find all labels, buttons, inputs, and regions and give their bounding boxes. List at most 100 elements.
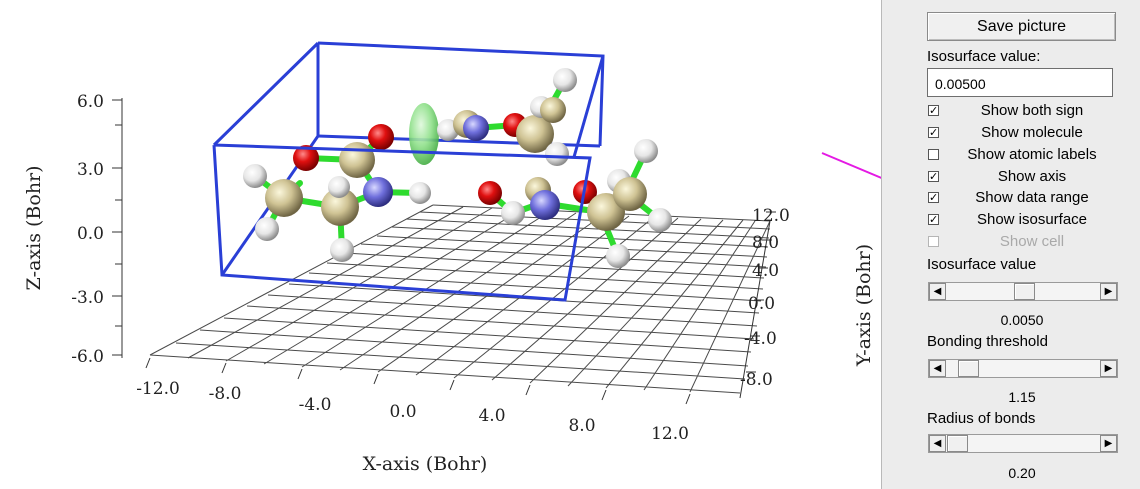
slider-right-arrow-icon[interactable]: ▶ [1100, 283, 1117, 300]
y-tick-label: 4.0 [752, 261, 779, 281]
x-axis-ticks [145, 357, 691, 405]
checkbox-label: Show isosurface [976, 211, 1088, 228]
isosurface-value-label: Isosurface value: [927, 48, 1041, 65]
x-tick-label: 4.0 [478, 406, 505, 426]
atom-hydrogen [606, 244, 630, 268]
slider-thumb[interactable] [947, 435, 968, 452]
checkbox-label: Show data range [975, 189, 1089, 206]
show-data-range-checkbox[interactable]: ✓ Show data range [927, 189, 1125, 209]
checkbox-box: ✓ [928, 192, 939, 203]
isosurface-value-input[interactable]: 0.00500 [927, 68, 1113, 97]
y-tick-label: 8.0 [752, 233, 779, 253]
checkbox-label: Show axis [997, 168, 1067, 185]
x-tick-label: 12.0 [651, 424, 689, 444]
check-icon: ✓ [929, 170, 939, 183]
isosurface-slider-label: Isosurface value [927, 256, 1037, 273]
x-tick-label: -12.0 [136, 379, 180, 399]
save-picture-button[interactable]: Save picture [927, 12, 1116, 41]
z-tick-label: 3.0 [77, 160, 104, 180]
checkbox-box: ✓ [928, 171, 939, 182]
x-tick-label: -4.0 [299, 395, 332, 415]
atom-carbon [516, 115, 554, 153]
y-tick-label: 0.0 [748, 294, 775, 314]
atom-hydrogen [553, 68, 577, 92]
isosurface [409, 103, 439, 165]
slider-left-arrow-icon[interactable]: ◀ [929, 360, 946, 377]
radius-of-bonds-label: Radius of bonds [927, 410, 1036, 427]
x-tick-label: 8.0 [568, 416, 595, 436]
isosurface-slider-value: 0.0050 [1000, 312, 1044, 328]
x-tick-label: -8.0 [209, 384, 242, 404]
atom-carbon [540, 97, 566, 123]
atom-hydrogen [243, 164, 267, 188]
x-axis-label: X-axis (Bohr) [363, 453, 488, 475]
z-tick-label: -6.0 [71, 347, 104, 367]
check-icon: ✓ [929, 191, 939, 204]
data-range-box-back [212, 41, 605, 276]
atom-oxygen [293, 145, 319, 171]
radius-of-bonds-value: 0.20 [1008, 465, 1036, 481]
slider-thumb[interactable] [1014, 283, 1035, 300]
slider-left-arrow-icon[interactable]: ◀ [929, 283, 946, 300]
z-tick-label: 0.0 [77, 224, 104, 244]
check-icon: ✓ [929, 213, 939, 226]
show-axis-checkbox[interactable]: ✓ Show axis [927, 168, 1125, 188]
slider-thumb[interactable] [958, 360, 979, 377]
check-icon: ✓ [929, 104, 939, 117]
x-tick-label: 0.0 [389, 402, 416, 422]
atom-oxygen [368, 124, 394, 150]
bonding-threshold-slider[interactable]: ◀ ▶ [928, 359, 1118, 378]
atom-nitrogen [463, 115, 489, 141]
atom-oxygen [478, 181, 502, 205]
atom-carbon [613, 177, 647, 211]
control-panel: Save picture Isosurface value: 0.00500 ✓… [881, 0, 1140, 489]
show-isosurface-checkbox[interactable]: ✓ Show isosurface [927, 211, 1125, 231]
checkbox-label: Show atomic labels [967, 146, 1097, 163]
atom-hydrogen [330, 238, 354, 262]
checkbox-box: ✓ [928, 105, 939, 116]
checkbox-label: Show cell [999, 233, 1065, 250]
bonding-threshold-value: 1.15 [1008, 389, 1036, 405]
z-axis-label: Z-axis (Bohr) [23, 165, 45, 290]
atom-hydrogen [501, 201, 525, 225]
z-axis [112, 98, 123, 358]
check-icon: ✓ [929, 126, 939, 139]
floor-grid [149, 204, 771, 394]
z-tick-label: -3.0 [71, 288, 104, 308]
checkbox-box [928, 149, 939, 160]
checkbox-label: Show both sign [980, 102, 1084, 119]
atom-carbon [339, 142, 375, 178]
atom-nitrogen [363, 177, 393, 207]
checkbox-box: ✓ [928, 214, 939, 225]
isosurface-slider[interactable]: ◀ ▶ [928, 282, 1118, 301]
checkbox-box [928, 236, 939, 247]
z-tick-label: 6.0 [77, 92, 104, 112]
show-molecule-checkbox[interactable]: ✓ Show molecule [927, 124, 1125, 144]
y-tick-label: -4.0 [744, 329, 777, 349]
atom-nitrogen [530, 190, 560, 220]
atom-carbon [265, 179, 303, 217]
atom-hydrogen [648, 208, 672, 232]
atom-carbon [321, 188, 359, 226]
radius-of-bonds-slider[interactable]: ◀ ▶ [928, 434, 1118, 453]
y-tick-label: 12.0 [752, 206, 790, 226]
bonding-threshold-label: Bonding threshold [927, 333, 1048, 350]
data-range-box-front [212, 143, 592, 302]
show-both-sign-checkbox[interactable]: ✓ Show both sign [927, 102, 1125, 122]
y-tick-label: -8.0 [740, 370, 773, 390]
checkbox-label: Show molecule [981, 124, 1083, 141]
slider-left-arrow-icon[interactable]: ◀ [929, 435, 946, 452]
slider-right-arrow-icon[interactable]: ▶ [1100, 435, 1117, 452]
atom-hydrogen [634, 139, 658, 163]
atom-hydrogen [545, 142, 569, 166]
show-cell-checkbox: Show cell [927, 233, 1125, 253]
y-axis-ticks [739, 211, 776, 399]
checkbox-box: ✓ [928, 127, 939, 138]
molecule [243, 68, 672, 268]
atom-hydrogen [255, 217, 279, 241]
atom-hydrogen [328, 176, 350, 198]
show-atomic-labels-checkbox[interactable]: Show atomic labels [927, 146, 1125, 166]
slider-right-arrow-icon[interactable]: ▶ [1100, 360, 1117, 377]
y-axis-label: Y-axis (Bohr) [853, 244, 875, 367]
